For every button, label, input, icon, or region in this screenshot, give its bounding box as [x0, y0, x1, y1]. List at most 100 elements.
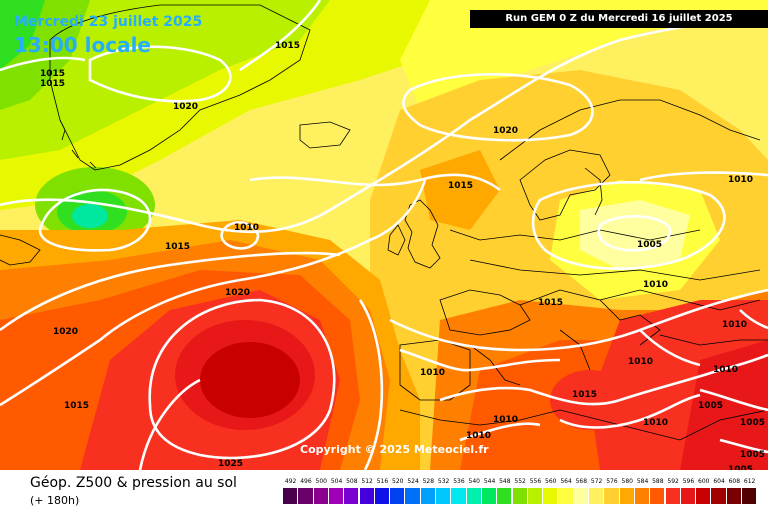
legend-swatch: [604, 488, 619, 504]
legend-value: 524: [407, 478, 419, 485]
legend-swatch: [451, 488, 466, 504]
legend-value: 492: [284, 478, 297, 485]
legend-value: 596: [682, 478, 695, 485]
legend-swatch: [497, 488, 512, 504]
legend-value: 548: [499, 478, 511, 485]
legend-value: 528: [422, 478, 435, 485]
forecast-date: Mercredi 23 juillet 2025: [14, 14, 203, 30]
legend-value: 540: [468, 478, 480, 485]
legend-swatch: [283, 488, 298, 504]
legend-value: 572: [590, 478, 603, 485]
isobar-label: 1010: [493, 415, 518, 425]
isobar-label: 1025: [218, 459, 243, 469]
legend-swatch: [512, 488, 527, 504]
legend-swatch: [481, 488, 497, 504]
forecast-time: 13:00 locale: [14, 33, 151, 57]
legend-value: 504: [330, 478, 343, 485]
isobar-label: 1005: [637, 240, 662, 250]
isobar-label: 1015: [538, 298, 563, 308]
isobar-label: 1010: [713, 365, 738, 375]
legend-swatch: [726, 488, 741, 504]
legend-value: 508: [346, 478, 358, 485]
copyright-notice: Copyright © 2025 Meteociel.fr: [300, 443, 489, 456]
legend-swatch: [328, 488, 344, 504]
isobars: [0, 0, 768, 470]
legend-value: 584: [636, 478, 649, 485]
isobar-label: 1020: [493, 126, 518, 136]
legend-value: 544: [483, 478, 496, 485]
legend-value: 568: [575, 478, 588, 485]
isobar-label: 1015: [165, 242, 190, 252]
legend-swatch: [742, 488, 757, 504]
map-area: 1015 1015 1015 1020 1020 1015 1010 1010 …: [0, 0, 768, 470]
legend-swatch: [589, 488, 604, 504]
legend-swatch: [680, 488, 696, 504]
legend-swatch: [543, 488, 558, 504]
isobar-label: 1015: [448, 181, 473, 191]
isobar-label: 1010: [728, 175, 753, 185]
legend-value: 612: [743, 478, 756, 485]
isobar-label: 1010: [628, 357, 653, 367]
legend-swatch: [298, 488, 313, 504]
map-canvas: 1015 1015 1015 1020 1020 1015 1010 1010 …: [0, 0, 768, 470]
legend-value: 580: [621, 478, 633, 485]
legend-swatch: [650, 488, 665, 504]
isobar-label: 1010: [466, 431, 491, 441]
legend-swatch: [558, 488, 573, 504]
legend-value: 588: [652, 478, 664, 485]
run-banner: Run GEM 0 Z du Mercredi 16 juillet 2025: [470, 10, 768, 28]
legend-value: 604: [713, 478, 725, 485]
legend-value: 532: [437, 478, 450, 485]
legend-value: 552: [514, 478, 526, 485]
isobar-label: 1005: [728, 465, 753, 470]
isobar-label: 1015: [40, 79, 65, 89]
legend-value: 560: [545, 478, 557, 485]
legend-swatch: [665, 488, 680, 504]
legend-value: 600: [698, 478, 710, 485]
legend-value: 564: [560, 478, 572, 485]
map-footer: Géop. Z500 & pression au sol (+ 180h) 49…: [0, 470, 768, 512]
coastlines: [0, 4, 768, 441]
isobar-label: 1015: [275, 41, 300, 51]
legend-swatch: [344, 488, 359, 504]
legend-swatch: [420, 488, 435, 504]
legend-swatch: [711, 488, 726, 504]
legend-swatch: [405, 488, 420, 504]
isobar-label: 1020: [53, 327, 78, 337]
isobar-label: 1010: [722, 320, 747, 330]
legend-swatch: [313, 488, 328, 504]
legend-value: 592: [667, 478, 679, 485]
legend-swatch: [390, 488, 405, 504]
legend-value: 556: [529, 478, 542, 485]
forecast-hours: (+ 180h): [30, 494, 80, 507]
isobar-label: 1005: [740, 418, 765, 428]
legend-swatch: [374, 488, 390, 504]
legend-swatch: [573, 488, 588, 504]
legend-swatch: [359, 488, 374, 504]
legend-value: 536: [453, 478, 465, 485]
isobar-label: 1010: [643, 418, 668, 428]
legend-swatch: [634, 488, 650, 504]
legend-value: 500: [315, 478, 327, 485]
legend-swatch: [436, 488, 451, 504]
isobar-label: 1020: [173, 102, 198, 112]
legend-value: 576: [606, 478, 618, 485]
isobar-label: 1010: [234, 223, 259, 233]
legend-swatch: [466, 488, 481, 504]
legend-value: 516: [376, 478, 389, 485]
legend-value: 520: [392, 478, 404, 485]
legend-swatch: [696, 488, 711, 504]
legend-swatch: [619, 488, 634, 504]
isobar-labels: 1015 1015 1015 1020 1020 1015 1010 1010 …: [40, 41, 765, 470]
isobar-label: 1020: [225, 288, 250, 298]
legend-swatch: [527, 488, 543, 504]
legend-value: 496: [300, 478, 312, 485]
isobar-label: 1005: [698, 401, 723, 411]
isobar-label: 1015: [572, 390, 597, 400]
isobar-label: 1010: [643, 280, 668, 290]
isobar-label: 1010: [420, 368, 445, 378]
isobar-label: 1005: [740, 450, 765, 460]
geopotential-fill: [0, 0, 768, 470]
legend-value: 608: [728, 478, 741, 485]
